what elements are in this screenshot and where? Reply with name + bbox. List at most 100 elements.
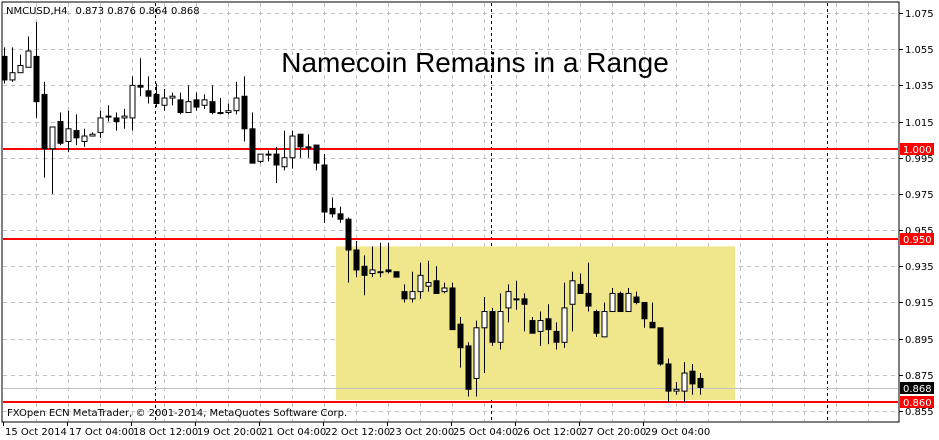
candle-body-bear xyxy=(577,283,584,294)
candle-body-bear xyxy=(657,327,664,365)
candle xyxy=(193,92,200,111)
y-tick-label: 0.895 xyxy=(905,335,934,346)
candle-body-bear xyxy=(41,93,48,150)
candle-body-bull xyxy=(505,291,512,309)
candle-body-bull xyxy=(537,320,544,332)
candle-body-bear xyxy=(345,218,352,251)
candle-body-bull xyxy=(289,135,296,159)
candle-body-bull xyxy=(561,307,568,343)
y-tick-label: 0.875 xyxy=(905,371,934,382)
candles xyxy=(1,22,704,402)
y-tick-label: 0.955 xyxy=(905,226,934,237)
candle xyxy=(689,363,696,395)
candle xyxy=(249,112,256,164)
candle-body-bull xyxy=(185,101,192,114)
candle xyxy=(145,76,152,104)
plot-frame xyxy=(1,1,900,423)
candle xyxy=(49,126,56,194)
candle xyxy=(257,153,264,164)
horizontal-levels[interactable] xyxy=(3,148,898,403)
candle xyxy=(617,291,624,313)
candle xyxy=(41,81,48,178)
candle xyxy=(585,262,592,312)
candle-body-bull xyxy=(369,269,376,275)
candle xyxy=(137,58,144,97)
candle xyxy=(361,255,368,296)
candle-body-bear xyxy=(401,291,408,300)
candle-body-bear xyxy=(433,280,440,294)
candle xyxy=(545,304,552,345)
candle xyxy=(297,133,304,158)
candle-body-bear xyxy=(361,265,368,276)
y-tick-label: 1.055 xyxy=(905,45,934,56)
candle-body-bull xyxy=(225,110,232,114)
candle-body-bull xyxy=(161,97,168,106)
candle xyxy=(305,134,312,158)
x-tick-label: 29 Oct 04:00 xyxy=(645,427,710,438)
candle xyxy=(697,373,704,395)
y-tick-label: 0.995 xyxy=(905,154,934,165)
candle-body-bear xyxy=(641,301,648,320)
candle-body-bear xyxy=(177,99,184,114)
candle-body-bear xyxy=(385,269,392,273)
candle-body-bull xyxy=(569,280,576,305)
candle-body-bull xyxy=(121,115,128,119)
candle xyxy=(433,266,440,294)
candle xyxy=(537,311,544,346)
candle xyxy=(353,240,360,278)
candle xyxy=(33,22,40,118)
candle xyxy=(233,81,240,115)
candle-body-bear xyxy=(297,133,304,148)
candle-body-bull xyxy=(65,128,72,142)
candle xyxy=(209,85,216,115)
candle-body-bear xyxy=(153,93,160,104)
candle xyxy=(505,284,512,323)
candle-body-bull xyxy=(281,157,288,168)
price-axis[interactable]: 1.075 1.055 1.035 1.015 0.995 0.975 0.955 0.935… xyxy=(899,9,934,418)
x-tick-label: 25 Oct 04:00 xyxy=(453,427,518,438)
candle xyxy=(593,309,600,337)
candle xyxy=(201,94,208,109)
candle xyxy=(473,320,480,397)
candle xyxy=(17,54,24,74)
candle-body-bear xyxy=(321,164,328,213)
candle xyxy=(73,114,80,146)
candle-body-bull xyxy=(89,133,96,137)
candle xyxy=(169,92,176,106)
candle xyxy=(641,301,648,328)
candle-body-bear xyxy=(337,213,344,220)
candle-body-bull xyxy=(9,72,16,81)
candle xyxy=(121,108,128,129)
candle-body-bull xyxy=(169,95,176,99)
candle-body-bull xyxy=(409,291,416,300)
candle-body-bear xyxy=(313,144,320,164)
candle-body-bear xyxy=(73,130,80,139)
candle xyxy=(633,291,640,305)
candle-body-bull xyxy=(681,372,688,392)
candle xyxy=(313,144,320,171)
candle-body-bear xyxy=(137,84,144,88)
symbol-label: NMCUSD,H4 0.873 0.876 0.864 0.868 xyxy=(6,6,200,17)
candle-body-bull xyxy=(625,292,632,313)
x-tick-label: 15 Oct 2014 xyxy=(5,427,67,438)
candle xyxy=(513,280,520,310)
copyright-text: FXOpen ECN MetaTrader, © 2001-2014, Meta… xyxy=(7,408,347,419)
candle xyxy=(425,260,432,292)
x-tick-label: 21 Oct 04:00 xyxy=(261,427,326,438)
y-tick-label: 1.035 xyxy=(905,81,934,92)
candle-body-bull xyxy=(105,115,112,118)
x-tick-label: 23 Oct 20:00 xyxy=(389,427,454,438)
candle xyxy=(273,146,280,184)
candle-body-bear xyxy=(617,292,624,313)
candle xyxy=(217,98,224,115)
candle-body-bull xyxy=(129,84,136,119)
candle xyxy=(337,206,344,223)
candle-body-bear xyxy=(273,153,280,166)
candle-body-bear xyxy=(449,287,456,331)
candle-body-bull xyxy=(441,287,448,293)
candle xyxy=(657,327,664,366)
candle-body-bear xyxy=(1,55,8,81)
candle-body-bear xyxy=(145,90,152,97)
